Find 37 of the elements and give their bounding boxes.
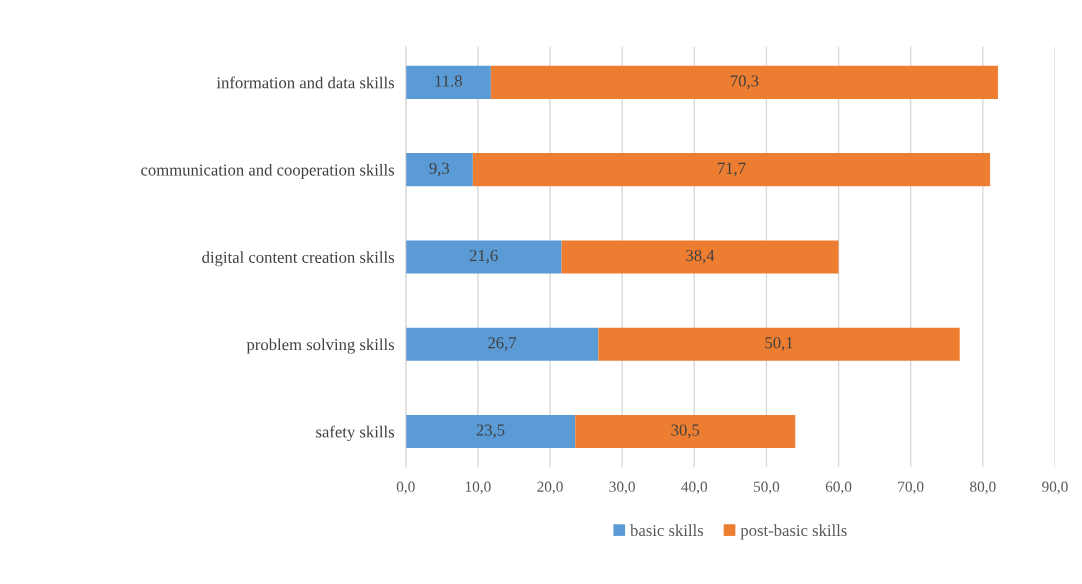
x-tick-label: 40,0 <box>681 481 708 495</box>
bar <box>405 414 576 449</box>
bar <box>405 65 491 99</box>
bar <box>575 414 796 449</box>
data-label: 30,5 <box>671 424 700 439</box>
y-tick-label: communication and cooperation skills <box>141 163 395 180</box>
data-label: 50,1 <box>765 337 793 351</box>
x-tick-label: 0,0 <box>396 481 415 495</box>
y-tick-label: information and data skills <box>216 76 395 89</box>
x-tick-label: 80,0 <box>970 481 996 495</box>
bar <box>598 327 960 361</box>
x-tick-label: 30,0 <box>609 481 635 495</box>
legend-label: basic skills <box>630 524 704 537</box>
data-label: 70,3 <box>730 75 759 89</box>
data-label: 26,7 <box>488 337 517 351</box>
x-tick-label: 70,0 <box>898 481 924 495</box>
x-tick-label: 90,0 <box>1042 481 1068 495</box>
bar <box>490 65 998 99</box>
data-label: 23,5 <box>476 424 505 439</box>
y-tick-label: safety skills <box>316 425 395 441</box>
y-tick-label: problem solving skills <box>246 338 395 354</box>
data-label: 9,3 <box>429 162 450 177</box>
data-label: 38,4 <box>686 249 715 264</box>
x-tick-label: 60,0 <box>825 481 852 495</box>
x-tick-label: 20,0 <box>537 481 563 495</box>
data-label: 71,7 <box>717 162 746 177</box>
x-tick-label: 10,0 <box>465 481 491 495</box>
bar <box>405 327 599 361</box>
x-tick-label: 50,0 <box>753 481 780 495</box>
bar <box>405 240 562 274</box>
data-label: 21,6 <box>469 249 498 264</box>
y-tick-label: digital content creation skills <box>202 251 395 267</box>
bar <box>561 240 839 274</box>
legend-label: post-basic skills <box>740 524 847 540</box>
bar <box>472 153 991 187</box>
bar <box>405 153 473 187</box>
data-label: 11.8 <box>435 75 462 87</box>
